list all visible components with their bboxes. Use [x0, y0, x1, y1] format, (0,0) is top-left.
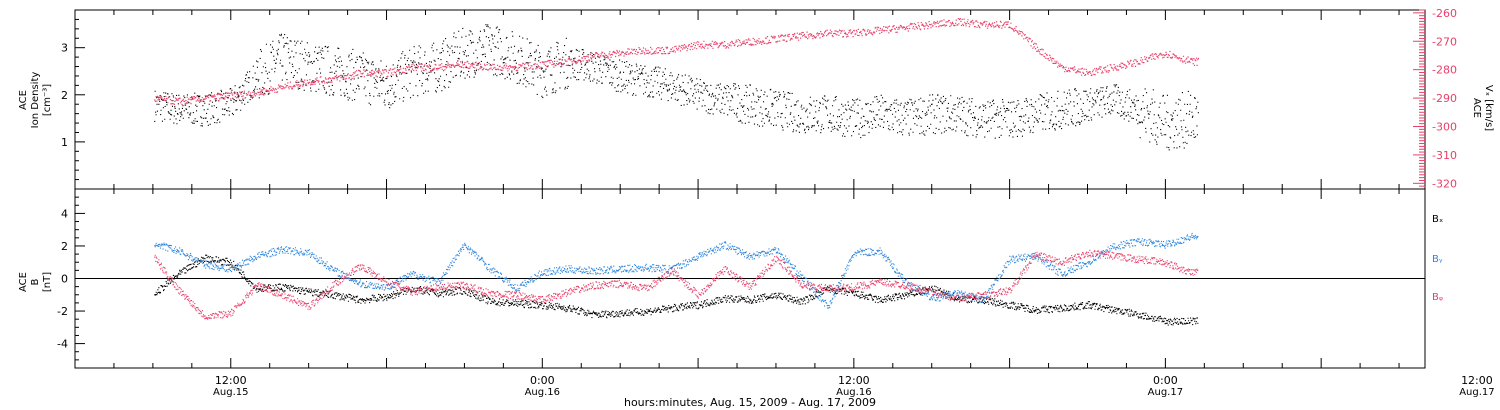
bottom-panel: 4 2 0 -2 -4 ACE B [nT] Bₓ Bᵧ Bᵩ — [18, 188, 1443, 369]
vx-tick-label: -280 — [1432, 64, 1457, 77]
x-tick-date-label: Aug.15 — [213, 387, 248, 398]
b-axis-title: B — [30, 278, 41, 285]
density-tick-label: 2 — [61, 89, 68, 102]
density-axis-title: ACE — [18, 90, 29, 110]
vx-tick-label: -270 — [1432, 35, 1457, 48]
vx-tick-label: -290 — [1432, 92, 1457, 105]
x-axis: 12:00Aug.150:00Aug.1612:00Aug.160:00Aug.… — [74, 10, 1495, 409]
b-series-points-1 — [154, 232, 1199, 309]
x-tick-date-label: Aug.16 — [836, 387, 871, 398]
x-tick-date-label: Aug.17 — [1459, 387, 1494, 398]
vx-tick-label: -300 — [1432, 120, 1457, 133]
b-axis-title: [nT] — [42, 272, 53, 292]
vx-tick-label: -320 — [1432, 177, 1457, 190]
x-tick-time-label: 0:00 — [1153, 374, 1178, 387]
b-series-points-2 — [154, 249, 1199, 320]
x-tick-time-label: 0:00 — [530, 374, 555, 387]
density-points — [154, 24, 1199, 151]
vx-tick-label: -260 — [1432, 7, 1457, 20]
vx-axis-title: ACE — [1471, 98, 1482, 118]
x-tick-time-label: 12:00 — [1461, 374, 1493, 387]
density-axis-title: Ion Density — [30, 72, 41, 129]
x-tick-date-label: Aug.16 — [525, 387, 560, 398]
b-axis-title: ACE — [18, 272, 29, 292]
x-tick-time-label: 12:00 — [838, 374, 870, 387]
x-tick-time-label: 12:00 — [215, 374, 247, 387]
b-tick-label: 2 — [61, 240, 68, 253]
b-tick-label: -2 — [57, 305, 68, 318]
legend-entry: Bₓ — [1432, 214, 1443, 225]
x-axis-title: hours:minutes, Aug. 15, 2009 - Aug. 17, … — [624, 396, 876, 409]
vx-tick-label: -310 — [1432, 149, 1457, 162]
top-panel-frame — [74, 9, 1426, 190]
density-tick-label: 1 — [61, 136, 68, 149]
b-tick-label: 0 — [61, 273, 68, 286]
density-axis-title: [cm⁻³] — [42, 84, 53, 116]
legend-entry: Bᵩ — [1432, 292, 1443, 303]
density-tick-label: 3 — [61, 42, 68, 55]
x-tick-date-label: Aug.17 — [1148, 387, 1183, 398]
legend-entry: Bᵧ — [1432, 254, 1443, 265]
vx-axis-title: Vₓ [km/s] — [1483, 85, 1494, 131]
b-tick-label: -4 — [57, 338, 68, 351]
b-tick-label: 4 — [61, 207, 68, 220]
